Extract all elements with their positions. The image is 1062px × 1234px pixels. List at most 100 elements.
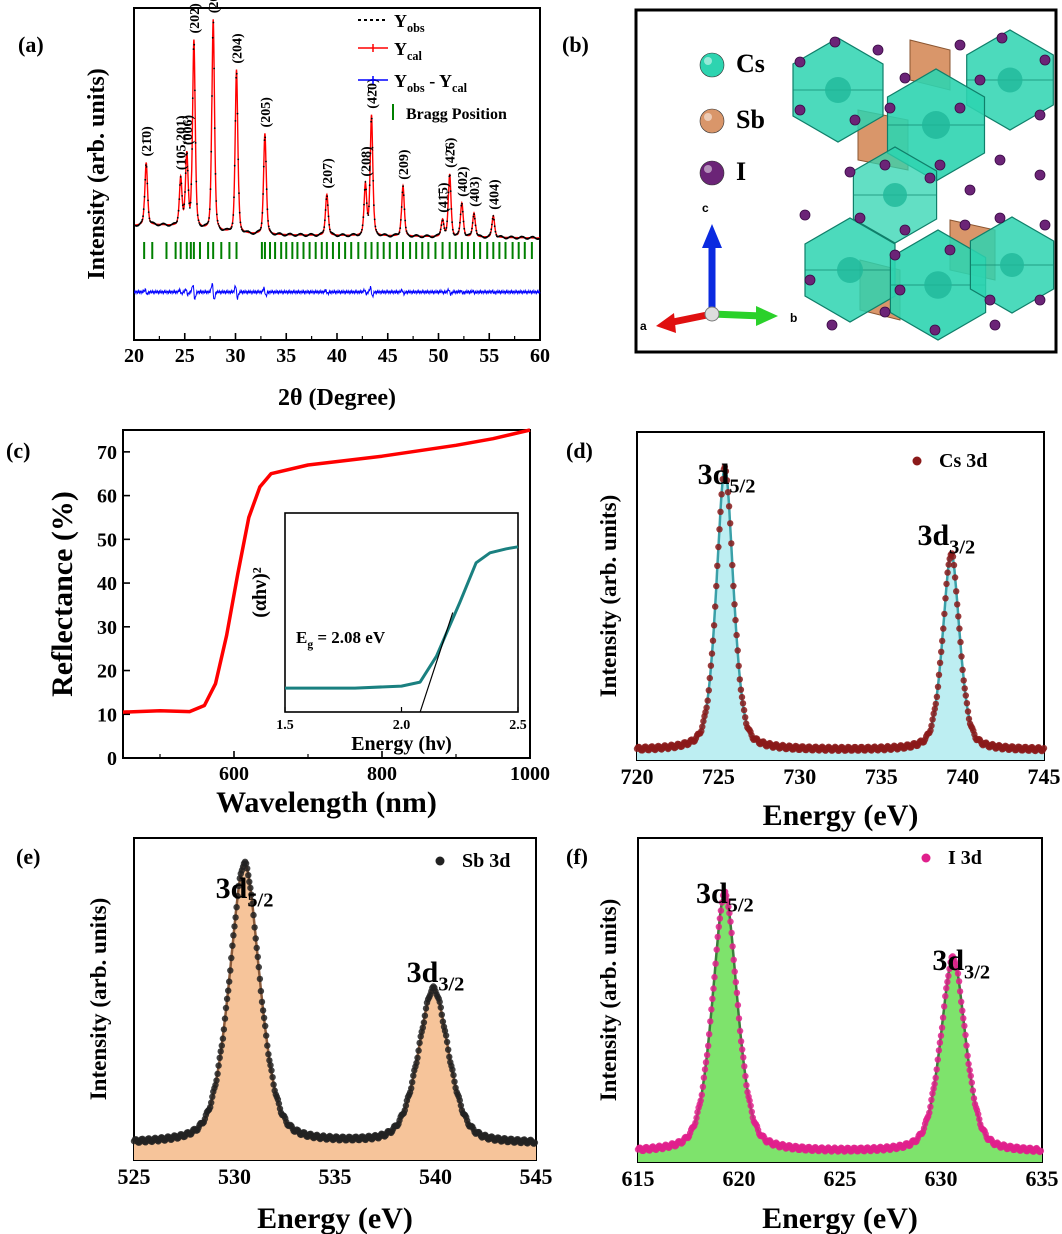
xps-d-point bbox=[709, 637, 717, 644]
xps-d-point bbox=[963, 700, 971, 707]
xps-e-point bbox=[415, 1047, 422, 1054]
iodine-atom bbox=[954, 39, 966, 51]
c-axis-label: c bbox=[702, 201, 709, 215]
x-tick-label: 720 bbox=[621, 764, 654, 789]
xps-e-point bbox=[437, 1004, 444, 1011]
xps-d-point bbox=[724, 489, 732, 496]
xps-f-point bbox=[714, 933, 721, 941]
xps-e-peak-label: 3d3/2 bbox=[407, 956, 465, 995]
xrd-peak-label: (202) bbox=[188, 3, 203, 34]
xps-e-point bbox=[218, 1042, 225, 1049]
xps-f-point bbox=[965, 1060, 972, 1068]
xps-d-point bbox=[730, 582, 737, 590]
xps-d-point bbox=[736, 676, 743, 683]
xps-f-point bbox=[697, 1097, 704, 1104]
xrd-obs-point bbox=[216, 213, 218, 216]
xrd-obs-point bbox=[180, 182, 183, 185]
xrd-obs-point bbox=[449, 190, 452, 193]
xps-d-point bbox=[699, 723, 706, 730]
xrd-obs-point bbox=[462, 220, 465, 223]
xrd-obs-point bbox=[447, 191, 450, 194]
xrd-obs-point bbox=[375, 230, 378, 233]
xps-f-point bbox=[736, 1027, 744, 1035]
xps-d-point bbox=[729, 561, 736, 569]
xps-e-point bbox=[256, 975, 264, 983]
crystal-structure-panel: Cs Sb Ic b a bbox=[634, 8, 1058, 354]
xrd-obs-point bbox=[240, 226, 243, 228]
xrd-obs-point bbox=[326, 195, 328, 198]
xrd-obs-point bbox=[494, 230, 497, 233]
xps-f-point bbox=[742, 1072, 749, 1080]
iodine-atom bbox=[849, 114, 861, 126]
xps-e-peak-label: 3d5/2 bbox=[216, 872, 274, 911]
xps-e-point bbox=[252, 935, 259, 942]
xps-e-point bbox=[422, 1005, 430, 1012]
xrd-obs-point bbox=[238, 211, 241, 214]
xps-f-point bbox=[970, 1095, 978, 1102]
iodine-atom bbox=[826, 319, 838, 331]
xrd-obs-point bbox=[142, 208, 145, 211]
xrd-obs-point bbox=[470, 231, 473, 233]
x-tick-label: 50 bbox=[429, 345, 449, 367]
xrd-obs-point bbox=[263, 139, 266, 142]
xps-f-point bbox=[954, 970, 962, 977]
xps-f-point bbox=[964, 1052, 971, 1059]
xrd-obs-point bbox=[451, 221, 453, 224]
xrd-obs-point bbox=[461, 202, 463, 205]
xps-e-point bbox=[229, 942, 236, 949]
xrd-obs-point bbox=[142, 215, 144, 218]
xps-e-point bbox=[219, 1035, 227, 1042]
xrd-legend: Yobs Ycal Yobs - Ycal Bragg Position bbox=[358, 11, 507, 123]
y-tick-label: 0 bbox=[107, 748, 117, 770]
xps-d-peak-label: 3d3/2 bbox=[917, 519, 975, 558]
xps-d-point bbox=[929, 716, 936, 723]
xrd-obs-point bbox=[148, 217, 151, 220]
iodine-atom bbox=[879, 159, 891, 171]
xps-e-point bbox=[442, 1032, 450, 1039]
xrd-peak-label: (21̄0) bbox=[140, 126, 155, 157]
xrd-obs-point bbox=[400, 219, 402, 221]
xrd-obs-point bbox=[182, 207, 185, 210]
iodine-atom bbox=[954, 102, 966, 114]
xps-e-point bbox=[245, 872, 252, 879]
xps-d-point bbox=[931, 705, 938, 713]
reflectance-y-axis-title: Reflectance (%) bbox=[46, 491, 79, 697]
xrd-obs-point bbox=[363, 203, 365, 206]
xrd-obs-point bbox=[370, 117, 373, 120]
xps-d-legend-marker bbox=[912, 456, 922, 466]
xrd-obs-point bbox=[372, 179, 375, 182]
xps-f-point bbox=[946, 965, 953, 973]
xrd-obs-point bbox=[239, 221, 242, 224]
iodine-atom bbox=[1034, 294, 1046, 306]
x-tick-label: 745 bbox=[1028, 764, 1061, 789]
xrd-obs-point bbox=[213, 127, 216, 130]
xps-f-point bbox=[735, 1015, 743, 1022]
y-tick-label: 10 bbox=[97, 704, 117, 726]
xrd-obs-point bbox=[230, 227, 233, 230]
xrd-obs-point bbox=[233, 164, 236, 167]
xrd-obs-point bbox=[189, 201, 192, 204]
iodine-atom bbox=[959, 219, 971, 231]
xrd-obs-point bbox=[451, 228, 454, 231]
xps-f-point bbox=[939, 1014, 947, 1021]
legend-diff-label: Yobs - Ycal bbox=[394, 71, 468, 95]
xrd-observed-points bbox=[133, 21, 541, 241]
xps-d-point bbox=[714, 562, 721, 569]
x-tick-label: 60 bbox=[530, 345, 550, 367]
iodine-atom bbox=[884, 102, 896, 114]
xps-d-point bbox=[943, 580, 950, 588]
y-tick-label: 50 bbox=[97, 529, 117, 551]
xps-e-point bbox=[226, 978, 233, 985]
y-tick-label: 70 bbox=[97, 442, 117, 464]
xps-d-point bbox=[942, 595, 949, 602]
xrd-obs-point bbox=[179, 176, 182, 178]
xps-e-point bbox=[225, 987, 232, 994]
inset-x-axis-title: Energy (hν) bbox=[351, 733, 452, 755]
xps-d-point bbox=[723, 477, 731, 484]
xps-f-point bbox=[746, 1097, 753, 1104]
x-tick-label: 725 bbox=[702, 764, 735, 789]
xrd-peak-label: (42̄0) bbox=[366, 78, 381, 109]
xrd-obs-point bbox=[209, 188, 212, 191]
xrd-obs-point bbox=[361, 228, 363, 231]
xps-e-point bbox=[402, 1102, 410, 1109]
